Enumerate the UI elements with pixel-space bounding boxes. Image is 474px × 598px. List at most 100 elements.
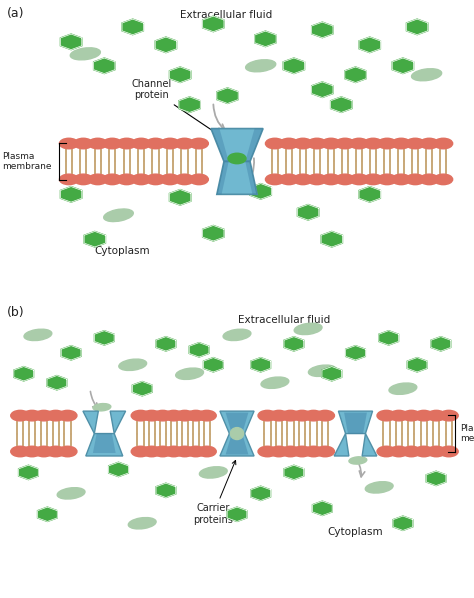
Ellipse shape: [117, 174, 136, 185]
Ellipse shape: [350, 174, 368, 185]
Ellipse shape: [390, 410, 408, 421]
Ellipse shape: [280, 174, 298, 185]
Polygon shape: [255, 31, 276, 47]
Ellipse shape: [309, 365, 336, 377]
Ellipse shape: [59, 138, 78, 149]
Polygon shape: [189, 343, 209, 357]
Polygon shape: [93, 58, 115, 74]
Polygon shape: [109, 462, 128, 477]
Ellipse shape: [389, 383, 417, 395]
Ellipse shape: [292, 410, 311, 421]
Ellipse shape: [281, 410, 300, 421]
Ellipse shape: [265, 138, 284, 149]
Ellipse shape: [88, 138, 107, 149]
Ellipse shape: [35, 410, 53, 421]
Polygon shape: [311, 22, 333, 38]
Ellipse shape: [406, 174, 425, 185]
Polygon shape: [47, 376, 67, 390]
Polygon shape: [283, 58, 305, 74]
Text: (b): (b): [7, 306, 25, 319]
Ellipse shape: [88, 174, 107, 185]
Ellipse shape: [46, 446, 65, 457]
Text: Cytoplasm: Cytoplasm: [328, 527, 383, 537]
Polygon shape: [379, 331, 399, 345]
Ellipse shape: [175, 174, 194, 185]
Polygon shape: [312, 501, 332, 515]
Ellipse shape: [392, 138, 410, 149]
Polygon shape: [202, 225, 224, 241]
Ellipse shape: [316, 446, 335, 457]
Ellipse shape: [261, 377, 289, 389]
Text: (a): (a): [7, 7, 25, 20]
Ellipse shape: [57, 487, 85, 499]
Ellipse shape: [427, 446, 446, 457]
Ellipse shape: [23, 410, 41, 421]
Ellipse shape: [74, 174, 93, 185]
Ellipse shape: [11, 446, 29, 457]
Polygon shape: [14, 367, 34, 381]
Text: Plasma
membrane: Plasma membrane: [460, 424, 474, 443]
Ellipse shape: [246, 60, 276, 72]
Ellipse shape: [103, 174, 122, 185]
Ellipse shape: [321, 174, 340, 185]
Polygon shape: [392, 58, 414, 74]
Ellipse shape: [142, 446, 161, 457]
Ellipse shape: [131, 446, 150, 457]
Polygon shape: [60, 34, 82, 50]
Ellipse shape: [434, 138, 453, 149]
Polygon shape: [217, 88, 238, 103]
Ellipse shape: [186, 446, 205, 457]
Ellipse shape: [349, 457, 367, 464]
Ellipse shape: [176, 368, 203, 380]
Ellipse shape: [350, 138, 368, 149]
Text: Cytoplasm: Cytoplasm: [95, 246, 150, 256]
Polygon shape: [284, 465, 304, 480]
Ellipse shape: [58, 446, 77, 457]
Polygon shape: [359, 37, 381, 53]
Ellipse shape: [321, 138, 340, 149]
Ellipse shape: [164, 410, 183, 421]
Polygon shape: [284, 337, 304, 351]
Ellipse shape: [104, 209, 133, 222]
Polygon shape: [203, 358, 223, 372]
Ellipse shape: [364, 174, 383, 185]
Polygon shape: [155, 37, 177, 53]
Ellipse shape: [293, 138, 312, 149]
Ellipse shape: [59, 174, 78, 185]
Ellipse shape: [23, 446, 41, 457]
Ellipse shape: [304, 446, 323, 457]
Ellipse shape: [390, 446, 408, 457]
Ellipse shape: [142, 410, 161, 421]
Ellipse shape: [70, 48, 100, 60]
Ellipse shape: [161, 174, 180, 185]
Ellipse shape: [270, 446, 288, 457]
Polygon shape: [110, 411, 126, 434]
Ellipse shape: [434, 174, 453, 185]
Polygon shape: [246, 129, 263, 194]
Polygon shape: [86, 434, 123, 456]
Ellipse shape: [308, 138, 326, 149]
Ellipse shape: [186, 410, 205, 421]
Ellipse shape: [294, 323, 322, 335]
Ellipse shape: [175, 446, 194, 457]
Polygon shape: [362, 434, 377, 456]
Ellipse shape: [365, 481, 393, 493]
Ellipse shape: [414, 410, 433, 421]
Polygon shape: [227, 507, 247, 521]
Ellipse shape: [406, 138, 425, 149]
Ellipse shape: [198, 446, 216, 457]
Ellipse shape: [190, 174, 209, 185]
Ellipse shape: [35, 446, 53, 457]
Polygon shape: [84, 231, 106, 247]
Polygon shape: [211, 129, 263, 161]
Ellipse shape: [292, 446, 311, 457]
Ellipse shape: [146, 138, 165, 149]
Polygon shape: [122, 19, 144, 35]
Polygon shape: [179, 97, 201, 112]
Ellipse shape: [402, 410, 421, 421]
Ellipse shape: [103, 138, 122, 149]
Ellipse shape: [132, 138, 151, 149]
Polygon shape: [169, 67, 191, 83]
Ellipse shape: [190, 138, 209, 149]
Ellipse shape: [161, 138, 180, 149]
